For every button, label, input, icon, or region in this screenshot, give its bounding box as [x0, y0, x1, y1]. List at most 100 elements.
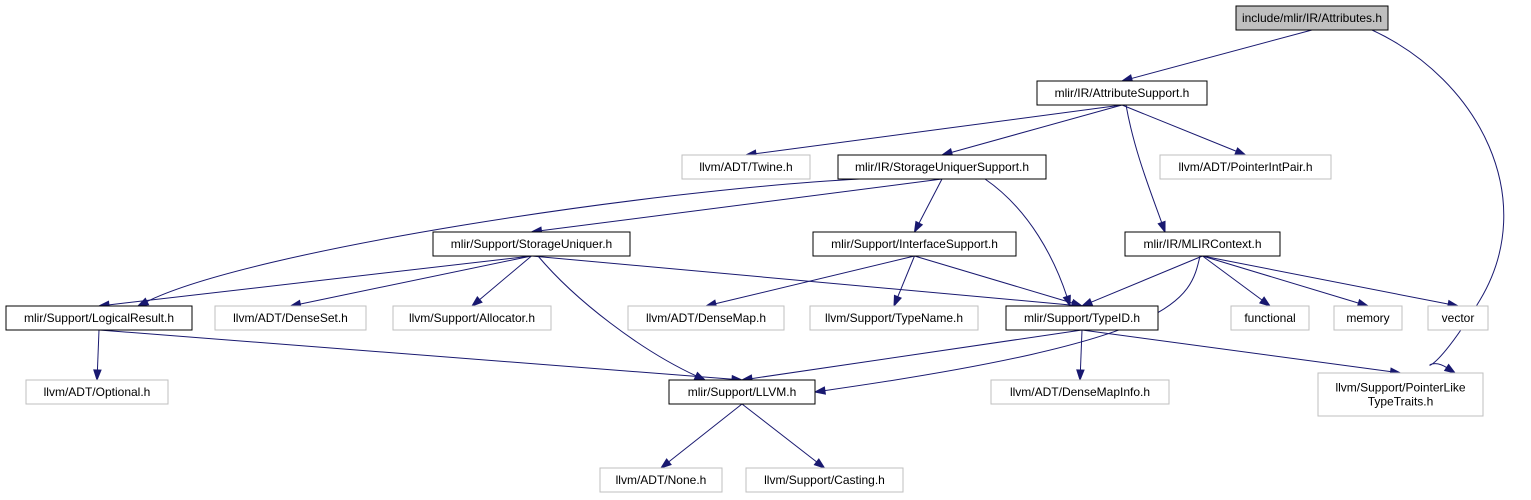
edge-interface-support-to-type-id [914, 255, 1084, 308]
node-label: llvm/ADT/Optional.h [44, 385, 151, 399]
node-storage-uniquer[interactable]: mlir/Support/StorageUniquer.h [432, 231, 631, 257]
arrowhead [1080, 297, 1094, 307]
node-box [1036, 80, 1208, 106]
node-label: mlir/IR/StorageUniquerSupport.h [855, 160, 1029, 174]
node-llvm-h[interactable]: mlir/Support/LLVM.h [668, 379, 816, 405]
edge-storage-uniquer-support-to-storage-uniquer [530, 178, 943, 235]
edge-mlir-context-to-functional [1202, 255, 1272, 307]
node-attributes: include/mlir/IR/Attributes.h [1235, 5, 1389, 31]
edge-storage-uniquer-support-to-interface-support [913, 178, 943, 234]
node-type-id[interactable]: mlir/Support/TypeID.h [1005, 305, 1159, 331]
node-box [990, 379, 1170, 405]
node-label: vector [1442, 311, 1475, 325]
edge-attribute-support-to-storage-uniquer-support [940, 104, 1123, 157]
node-box [812, 231, 1017, 257]
arrowhead [813, 458, 826, 469]
node-memory: memory [1333, 305, 1403, 331]
node-box [599, 467, 723, 493]
node-box [432, 231, 631, 257]
node-dense-map-info: llvm/ADT/DenseMapInfo.h [990, 379, 1170, 405]
edge-attributes-to-pointer-like-type-traits [1371, 29, 1505, 374]
node-vector: vector [1427, 305, 1489, 331]
node-interface-support[interactable]: mlir/Support/InterfaceSupport.h [812, 231, 1017, 257]
node-optional: llvm/ADT/Optional.h [25, 379, 169, 405]
edge-attribute-support-to-twine [744, 104, 1123, 158]
node-box [1317, 372, 1484, 417]
arrowhead [1157, 220, 1166, 234]
arrowhead [93, 369, 102, 382]
edge-attribute-support-to-pointer-int-pair [1121, 104, 1247, 156]
node-box [1124, 231, 1281, 257]
arrowhead [659, 458, 672, 469]
node-dense-set: llvm/ADT/DenseSet.h [214, 305, 367, 331]
node-dense-map: llvm/ADT/DenseMap.h [627, 305, 785, 331]
edge-attribute-support-to-mlir-context [1125, 104, 1166, 234]
node-box [837, 154, 1047, 180]
node-box [809, 305, 979, 331]
node-label: llvm/ADT/PointerIntPair.h [1178, 160, 1312, 174]
header-nodes: include/mlir/IR/Attributes.h mlir/IR/Attr… [5, 5, 1489, 493]
node-label: mlir/Support/LLVM.h [688, 385, 797, 399]
node-label: llvm/Support/Casting.h [764, 473, 885, 487]
node-twine: llvm/ADT/Twine.h [681, 154, 811, 180]
edge-mlir-context-to-type-id [1080, 255, 1203, 307]
node-label: mlir/IR/MLIRContext.h [1143, 237, 1261, 251]
node-box [1235, 5, 1389, 31]
edge-logical-result-to-llvm-h [98, 329, 744, 384]
node-none: llvm/ADT/None.h [599, 467, 723, 493]
edge-type-id-to-dense-map-info [1076, 329, 1085, 382]
node-mlir-context[interactable]: mlir/IR/MLIRContext.h [1124, 231, 1281, 257]
node-box [745, 467, 904, 493]
node-box [5, 305, 193, 331]
edge-mlir-context-to-memory [1202, 255, 1370, 308]
node-logical-result[interactable]: mlir/Support/LogicalResult.h [5, 305, 193, 331]
edge-attributes-to-attribute-support [1120, 29, 1313, 83]
edge-logical-result-to-optional [93, 329, 102, 382]
node-allocator: llvm/Support/Allocator.h [392, 305, 552, 331]
node-box [392, 305, 552, 331]
node-storage-uniquer-support[interactable]: mlir/IR/StorageUniquerSupport.h [837, 154, 1047, 180]
arrowhead [1076, 369, 1085, 382]
node-label: functional [1244, 311, 1295, 325]
node-label: memory [1346, 311, 1389, 325]
node-box [627, 305, 785, 331]
node-box [681, 154, 811, 180]
node-label: mlir/IR/AttributeSupport.h [1055, 86, 1190, 100]
node-label: mlir/Support/TypeID.h [1024, 311, 1140, 325]
node-label: llvm/ADT/DenseMapInfo.h [1010, 385, 1150, 399]
node-label: mlir/Support/StorageUniquer.h [451, 237, 612, 251]
node-functional: functional [1230, 305, 1310, 331]
edge-storage-uniquer-to-allocator [470, 255, 532, 307]
edge-interface-support-to-type-name [893, 255, 915, 308]
arrowhead [1443, 363, 1457, 374]
edge-mlir-context-to-vector [1202, 255, 1460, 309]
node-attribute-support[interactable]: mlir/IR/AttributeSupport.h [1036, 80, 1208, 106]
node-box [1005, 305, 1159, 331]
arrowhead [470, 295, 483, 307]
node-label: llvm/ADT/None.h [616, 473, 707, 487]
arrowhead [1234, 147, 1247, 156]
node-label: llvm/Support/PointerLike [1335, 381, 1465, 395]
edge-llvm-h-to-casting [741, 403, 826, 469]
node-pointer-int-pair: llvm/ADT/PointerIntPair.h [1159, 154, 1332, 180]
arrowhead [1258, 296, 1272, 307]
node-label: mlir/Support/LogicalResult.h [24, 311, 174, 325]
node-box [25, 379, 169, 405]
node-box [1230, 305, 1310, 331]
edge-storage-uniquer-to-dense-set [289, 255, 532, 309]
node-label: include/mlir/IR/Attributes.h [1242, 11, 1382, 25]
node-box [1333, 305, 1403, 331]
node-label: llvm/ADT/DenseSet.h [233, 311, 348, 325]
node-label: TypeTraits.h [1368, 395, 1434, 409]
node-type-name: llvm/Support/TypeName.h [809, 305, 979, 331]
node-casting: llvm/Support/Casting.h [745, 467, 904, 493]
node-label: mlir/Support/InterfaceSupport.h [831, 237, 998, 251]
arrowhead [136, 297, 150, 307]
node-label: llvm/ADT/DenseMap.h [646, 311, 766, 325]
arrowhead [913, 220, 924, 234]
node-box [668, 379, 816, 405]
arrowhead [893, 294, 902, 308]
edge-type-id-to-llvm-h [740, 329, 1083, 383]
